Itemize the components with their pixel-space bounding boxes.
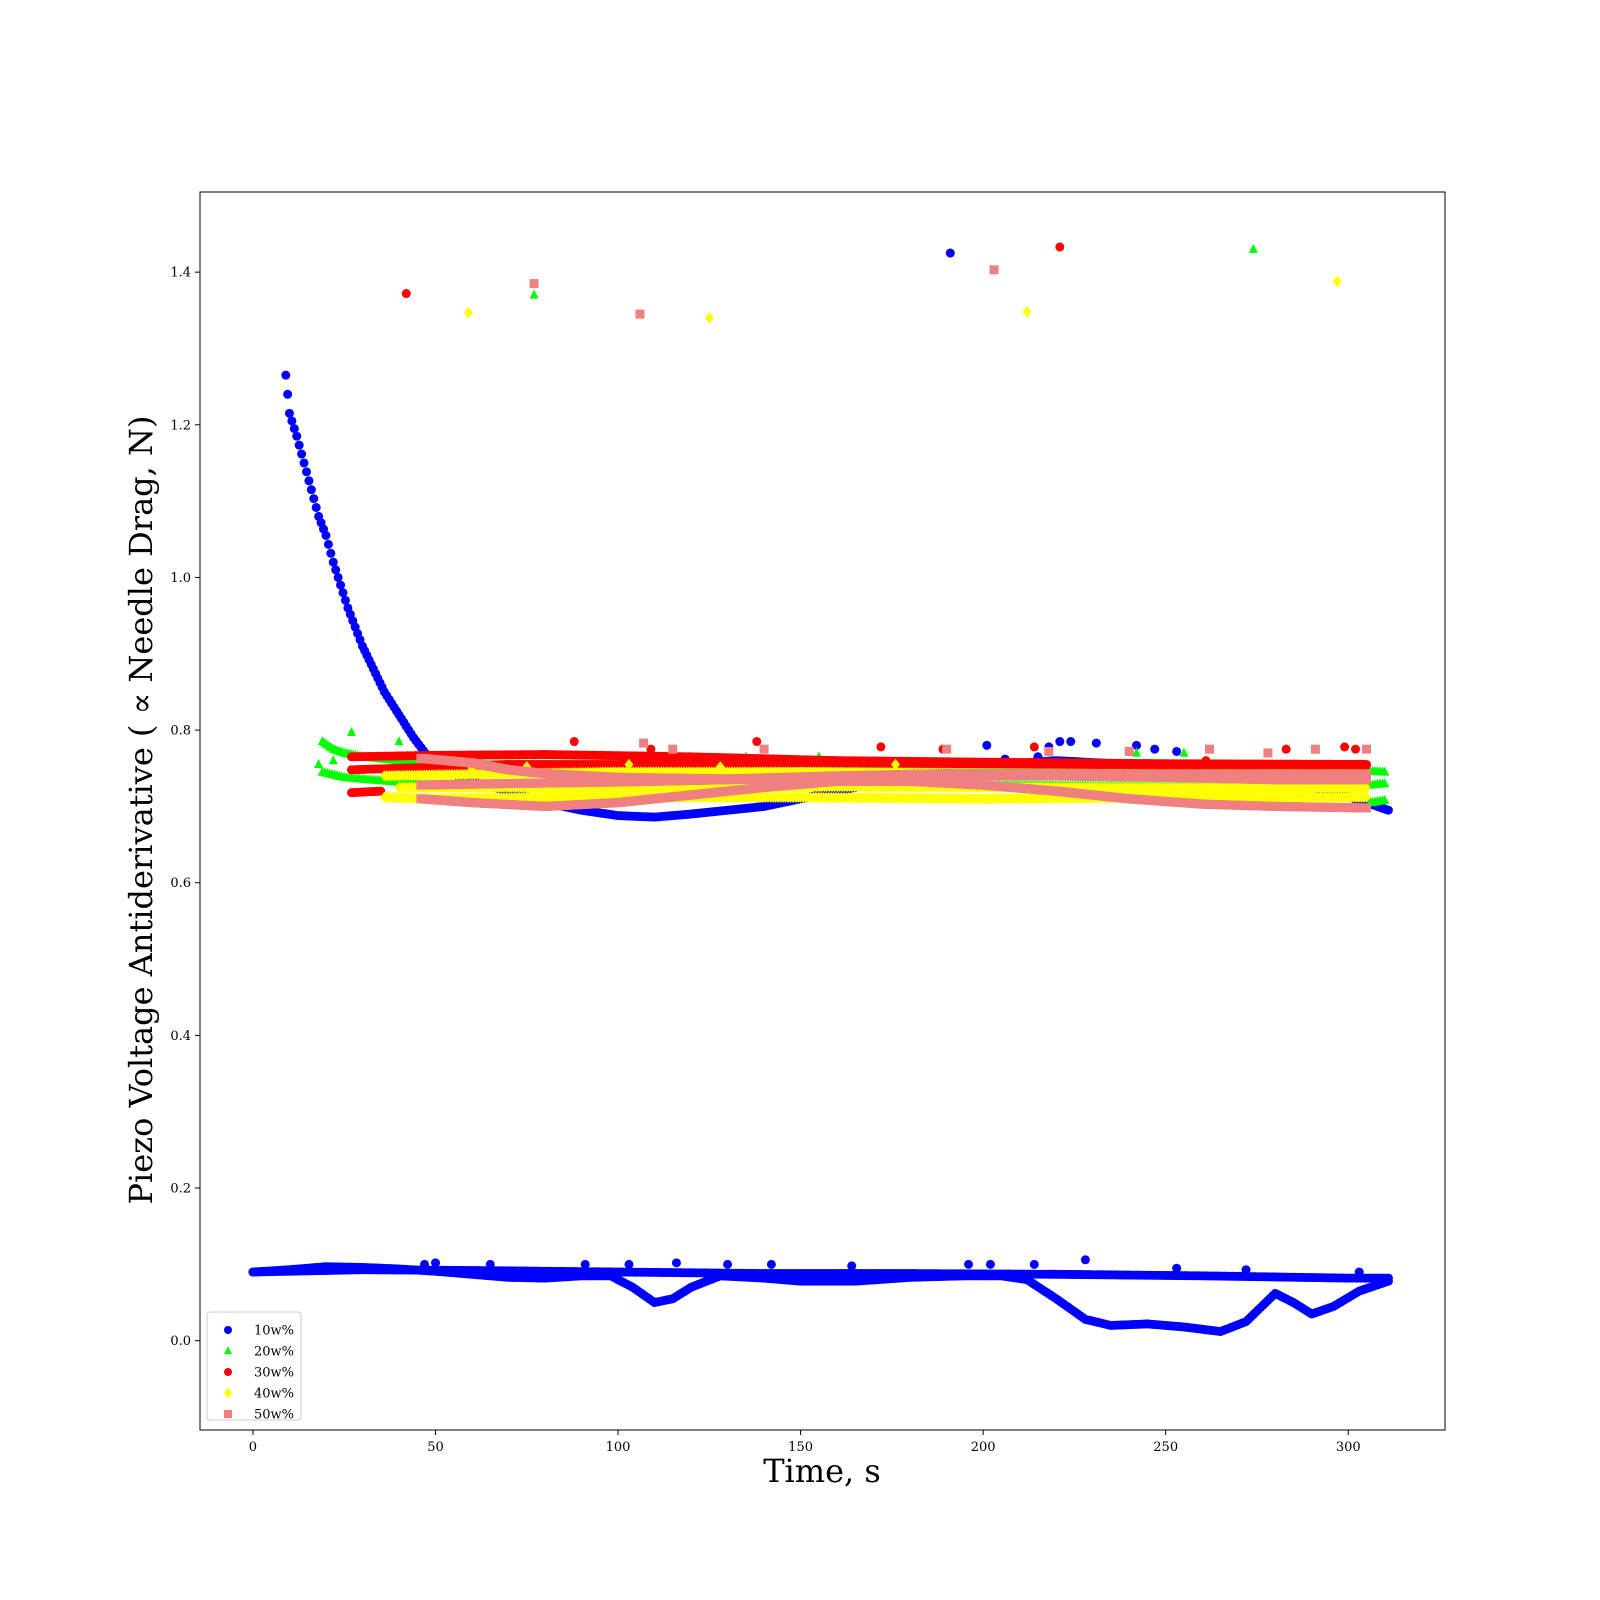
data-point: [1332, 275, 1342, 287]
data-point: [723, 1259, 733, 1269]
data-point: [1362, 769, 1372, 779]
data-point: [297, 449, 307, 459]
data-point: [311, 502, 321, 512]
data-point: [323, 539, 333, 549]
data-point: [281, 370, 291, 380]
data-point: [326, 548, 336, 558]
series-30wpct: [347, 242, 1372, 798]
data-point: [1055, 242, 1065, 252]
data-point: [715, 761, 725, 773]
data-point: [1340, 742, 1350, 752]
data-point: [294, 440, 304, 450]
data-point: [624, 1259, 634, 1269]
data-point: [321, 530, 331, 540]
data-point: [624, 758, 634, 771]
data-point: [304, 476, 314, 486]
data-point: [328, 557, 338, 567]
data-point: [287, 416, 297, 426]
data-point: [314, 759, 324, 769]
data-point: [964, 1259, 974, 1269]
data-point: [1131, 740, 1141, 750]
data-point: [1380, 794, 1390, 804]
data-point: [485, 1259, 495, 1269]
data-point: [1383, 805, 1393, 815]
data-point: [1241, 1265, 1251, 1275]
data-point: [580, 1259, 590, 1269]
data-point: [1281, 744, 1291, 754]
data-point: [891, 758, 901, 771]
data-point: [1029, 742, 1039, 752]
data-point: [1248, 243, 1258, 253]
data-point: [752, 737, 762, 747]
data-point: [420, 1259, 430, 1269]
data-point: [1172, 1263, 1182, 1273]
data-point: [1362, 760, 1372, 770]
data-point: [945, 248, 955, 258]
data-point: [1150, 744, 1160, 754]
data-point: [1055, 737, 1065, 747]
data-point: [766, 1259, 776, 1269]
data-point: [847, 1261, 857, 1271]
data-point: [982, 740, 992, 750]
data-point: [1091, 738, 1101, 748]
data-point: [1351, 744, 1361, 754]
data-point: [347, 726, 357, 736]
data-point: [284, 408, 294, 418]
data-point: [646, 744, 656, 754]
data-point: [1172, 746, 1182, 756]
data-point: [1383, 1273, 1393, 1283]
data-point: [569, 737, 579, 747]
data-point: [671, 1258, 681, 1268]
data-point: [1179, 747, 1189, 757]
data-point: [985, 1259, 995, 1269]
data-point: [430, 1258, 440, 1268]
data-point: [876, 742, 886, 752]
data-point: [338, 588, 348, 598]
data-point: [1362, 791, 1372, 803]
data-points-layer: [248, 242, 1393, 1337]
data-point: [328, 755, 338, 765]
data-point: [401, 289, 411, 299]
data-point: [1131, 747, 1141, 757]
data-point: [1362, 782, 1372, 794]
data-point: [301, 467, 311, 477]
data-point: [331, 565, 341, 575]
data-point: [704, 312, 714, 324]
data-point: [289, 424, 299, 434]
data-point: [340, 595, 350, 605]
data-point: [336, 580, 346, 590]
data-point: [292, 431, 302, 441]
data-point: [1066, 737, 1076, 747]
data-point: [1029, 1259, 1039, 1269]
data-point: [529, 289, 539, 299]
data-point: [1354, 1267, 1364, 1277]
data-point: [463, 306, 473, 319]
series-50wpct: [416, 265, 1372, 813]
data-point: [1380, 766, 1390, 776]
data-point: [1380, 778, 1390, 788]
data-point: [283, 389, 293, 399]
data-point: [309, 494, 319, 504]
data-point: [1201, 756, 1211, 766]
data-point: [1022, 306, 1032, 318]
data-point: [333, 572, 343, 582]
data-point: [394, 736, 404, 746]
data-point: [1080, 1255, 1090, 1265]
data-point: [299, 458, 309, 468]
data-point: [306, 485, 316, 495]
